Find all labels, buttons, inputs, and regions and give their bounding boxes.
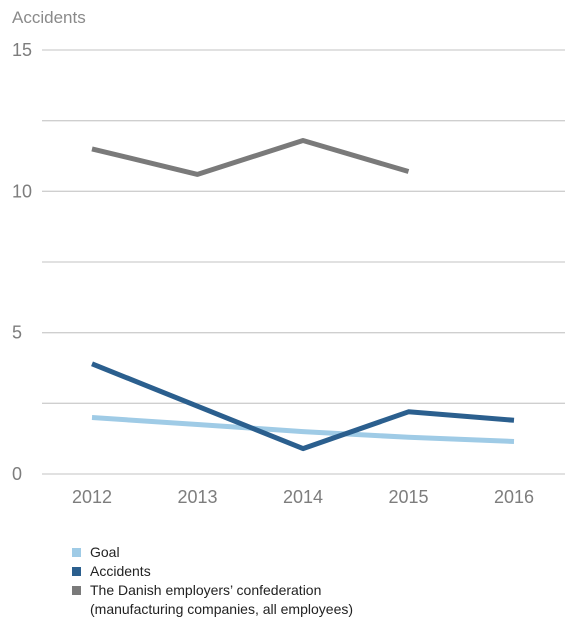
line-chart: Accidents 0 5 10 15 2012 2013 2014 2015 2016 [12, 8, 565, 507]
x-tick-label: 2016 [494, 487, 534, 507]
legend-swatch [72, 548, 81, 557]
y-tick-label: 5 [12, 323, 22, 343]
x-axis-ticks: 2012 2013 2014 2015 2016 [72, 487, 534, 507]
series-line-1 [91, 361, 515, 452]
x-tick-label: 2012 [72, 487, 112, 507]
y-tick-label: 10 [12, 181, 32, 201]
series-line-2 [91, 138, 410, 177]
legend-label: The Danish employers’ confederation (man… [90, 582, 354, 617]
series-line-0 [91, 415, 515, 444]
series-lines [91, 138, 515, 452]
legend-swatch [72, 586, 81, 595]
legend-item: The Danish employers’ confederation (man… [72, 581, 353, 619]
legend-label: Goal [90, 544, 120, 560]
legend-item: Goal [72, 543, 353, 562]
legend-item: Accidents [72, 562, 353, 581]
legend: Goal Accidents The Danish employers’ confe… [72, 543, 353, 619]
x-tick-label: 2015 [388, 487, 428, 507]
gridlines [42, 49, 565, 475]
x-tick-label: 2013 [177, 487, 217, 507]
y-tick-label: 15 [12, 40, 32, 60]
y-axis-label: Accidents [12, 8, 86, 27]
y-axis-ticks: 0 5 10 15 [12, 40, 32, 484]
legend-swatch [72, 567, 81, 576]
y-tick-label: 0 [12, 464, 22, 484]
x-tick-label: 2014 [283, 487, 323, 507]
legend-label: Accidents [90, 563, 151, 579]
